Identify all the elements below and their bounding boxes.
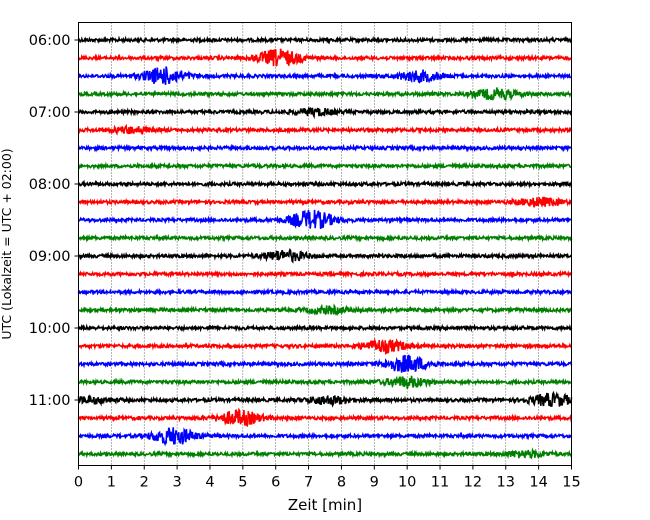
x-tick-label: 3 [172, 475, 181, 491]
y-axis-ticks: 06:00 07:00 08:00 09:00 10:00 11:00 [29, 33, 79, 409]
plot-frame [78, 22, 572, 466]
x-axis-ticks: 0 1 2 3 4 5 6 7 8 9 10 11 12 13 14 15 [74, 465, 581, 491]
trace-0945 [78, 303, 573, 317]
x-tick-label: 14 [529, 475, 547, 491]
x-tick-label: 0 [74, 475, 83, 491]
x-tick-label: 2 [140, 475, 149, 491]
x-tick-label: 8 [337, 475, 346, 491]
x-tick-label: 10 [398, 475, 416, 491]
trace-0730 [77, 143, 573, 153]
trace-1015 [77, 337, 573, 355]
trace-0900 [78, 248, 572, 264]
trace-0745 [78, 161, 573, 171]
x-tick-label: 15 [562, 475, 580, 491]
y-tick-label: 09:00 [29, 249, 71, 265]
seismic-traces [77, 35, 573, 460]
trace-0645 [77, 87, 573, 102]
plot-area [78, 22, 572, 466]
x-tick-label: 4 [205, 475, 214, 491]
y-tick-label: 10:00 [29, 321, 71, 337]
x-tick-label: 13 [497, 475, 515, 491]
x-tick-label: 12 [464, 475, 482, 491]
x-tick-label: 11 [431, 475, 449, 491]
x-tick-label: 5 [238, 475, 247, 491]
trace-0815 [77, 196, 573, 208]
trace-0600 [77, 35, 573, 45]
trace-0800 [77, 179, 573, 189]
x-tick-label: 1 [107, 475, 116, 491]
trace-0845 [78, 233, 573, 243]
y-tick-label: 07:00 [29, 105, 71, 121]
trace-0615 [77, 48, 573, 67]
trace-1130 [77, 427, 573, 447]
trace-1145 [78, 447, 572, 460]
y-tick-label: 06:00 [29, 33, 71, 49]
x-axis-label: Zeit [min] [288, 496, 362, 514]
trace-1100 [77, 390, 573, 408]
grid-lines [111, 22, 539, 466]
trace-0830 [77, 209, 573, 230]
trace-0930 [77, 287, 573, 297]
x-tick-label: 6 [271, 475, 280, 491]
trace-0715 [78, 123, 573, 136]
trace-1030 [77, 354, 573, 373]
x-tick-label: 7 [304, 475, 313, 491]
y-tick-label: 08:00 [29, 177, 71, 193]
trace-0700 [78, 106, 573, 120]
x-tick-label: 9 [370, 475, 379, 491]
trace-1000 [77, 323, 573, 333]
trace-0915 [77, 269, 573, 279]
y-tick-label: 11:00 [29, 393, 71, 409]
y-axis-label: UTC (Lokalzeit = UTC + 02:00) [0, 148, 14, 339]
trace-0630 [78, 66, 572, 85]
trace-1045 [77, 375, 573, 389]
trace-1115 [77, 407, 573, 428]
